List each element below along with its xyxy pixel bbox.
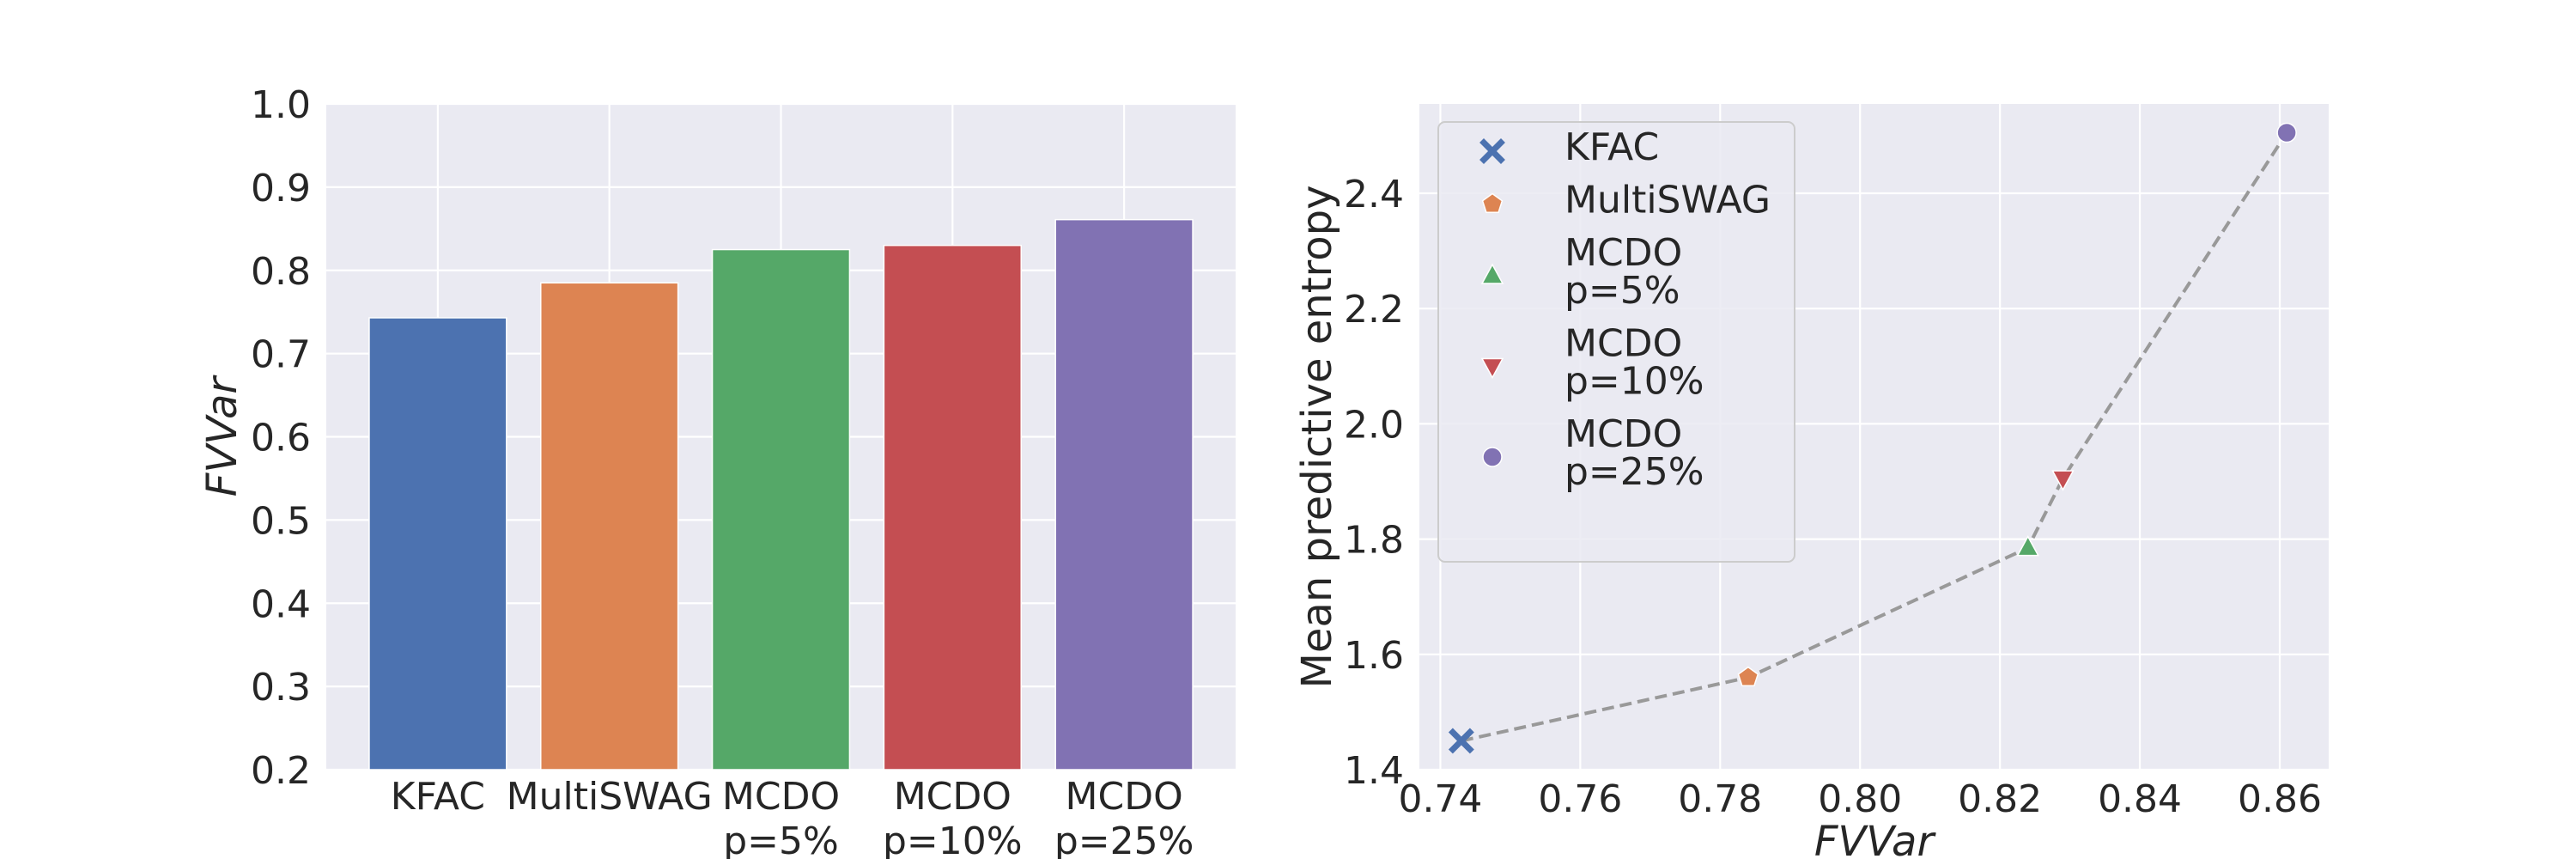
x-tick-label: MultiSWAG — [507, 775, 713, 819]
y-tick-label: 1.4 — [1344, 749, 1404, 793]
x-tick-label: MCDO — [722, 775, 840, 819]
legend-marker — [1479, 138, 1505, 164]
legend-label: MCDO — [1564, 231, 1682, 275]
marker-stroke — [1448, 728, 1474, 754]
x-tick-label: 0.84 — [2098, 777, 2182, 821]
y-tick-label: 0.4 — [251, 582, 311, 626]
y-tick-label: 2.0 — [1344, 403, 1404, 447]
y-tick-label: 0.9 — [251, 167, 311, 210]
data-point — [2051, 470, 2075, 491]
x-tick-label: MCDO — [1066, 775, 1183, 819]
y-tick-label: 0.7 — [251, 333, 311, 377]
x-tick-label: 0.80 — [1818, 777, 1902, 821]
y-tick-label: 0.6 — [251, 417, 311, 460]
y-tick-label: 2.2 — [1344, 288, 1404, 332]
y-tick-label: 0.8 — [251, 250, 311, 294]
bar — [883, 244, 1022, 771]
x-tick-label: 0.76 — [1538, 777, 1622, 821]
x-tick-label: 0.74 — [1398, 777, 1482, 821]
legend-label: p=5% — [1564, 269, 1680, 313]
legend-box — [1437, 121, 1795, 563]
data-point — [2276, 122, 2297, 143]
data-point — [2016, 535, 2039, 557]
bar — [540, 282, 679, 771]
y-axis-label: FVVar — [198, 375, 246, 497]
x-tick-label: 0.82 — [1958, 777, 2042, 821]
bar — [1054, 218, 1194, 771]
bar-chart: 0.2 0.3 0.4 0.5 0.6 0.7 0.8 0.9 1.0 KFAC MultiSWAG… — [198, 83, 1236, 859]
y-tick-label: 0.5 — [251, 499, 311, 543]
legend-label: MCDO — [1564, 322, 1682, 366]
legend-label: p=10% — [1564, 360, 1704, 404]
y-tick-label: 0.2 — [251, 749, 311, 793]
x-tick-label: 0.86 — [2238, 777, 2322, 821]
x-tick-label: 0.78 — [1678, 777, 1762, 821]
y-tick-label: 1.0 — [251, 83, 311, 127]
legend-marker — [1481, 192, 1504, 213]
legend-label: KFAC — [1564, 125, 1659, 169]
scatter-chart: 0.74 0.76 0.78 0.80 0.82 0.84 0.86 1.4 1.6 1.8 2.0… — [1293, 104, 2329, 859]
x-tick-label: KFAC — [391, 775, 485, 819]
data-point — [1737, 666, 1759, 687]
legend-marker — [1482, 447, 1503, 467]
legend-marker — [1480, 357, 1504, 380]
x-tick-label: MCDO — [894, 775, 1012, 819]
marker-stroke — [1479, 138, 1505, 164]
y-tick-label: 0.3 — [251, 666, 311, 710]
x-tick-label: p=25% — [1054, 819, 1194, 859]
legend-marker — [1480, 263, 1504, 284]
x-axis-label: FVVar — [1814, 818, 1937, 859]
bar — [711, 248, 851, 771]
legend-label: MultiSWAG — [1564, 179, 1771, 222]
data-point — [1448, 728, 1474, 754]
legend-label: MCDO — [1564, 412, 1682, 456]
x-tick-label: p=5% — [723, 819, 839, 859]
y-axis-label: Mean predictive entropy — [1293, 186, 1341, 689]
y-tick-label: 1.6 — [1344, 634, 1404, 678]
x-tick-label: p=10% — [883, 819, 1023, 859]
legend-label: p=25% — [1564, 450, 1704, 494]
y-tick-label: 2.4 — [1344, 173, 1404, 216]
bar — [368, 317, 507, 771]
y-tick-label: 1.8 — [1344, 519, 1404, 563]
